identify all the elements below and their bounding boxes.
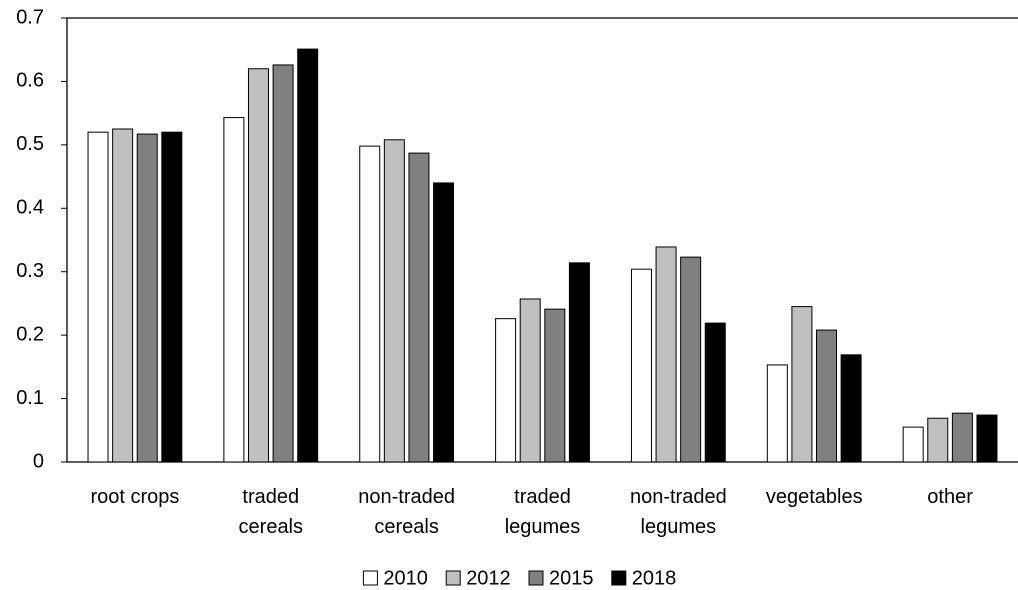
legend-swatch	[445, 570, 461, 586]
bar	[951, 412, 973, 463]
legend-swatch	[611, 570, 627, 586]
bar	[840, 354, 862, 463]
bar	[408, 152, 430, 463]
bar	[816, 329, 838, 463]
y-tick-label: 0.1	[16, 387, 44, 409]
y-tick-label: 0.3	[16, 260, 44, 282]
x-tick-label: other	[927, 486, 973, 508]
bar	[655, 246, 677, 463]
bar	[976, 414, 998, 463]
bar	[704, 322, 726, 463]
y-tick-label: 0.6	[16, 70, 44, 92]
bar	[136, 133, 158, 463]
bar	[927, 417, 949, 463]
bar	[433, 182, 455, 463]
x-tick-label: traded cereals	[238, 486, 304, 538]
bar	[495, 318, 517, 463]
bar	[272, 64, 294, 463]
y-tick-label: 0.2	[16, 323, 44, 345]
bar	[544, 308, 566, 463]
y-tick-label: 0.7	[16, 6, 44, 28]
legend-swatch	[362, 570, 378, 586]
bar	[791, 306, 813, 463]
x-tick-label: vegetables	[765, 486, 863, 508]
legend-label: 2018	[632, 567, 677, 589]
bar	[383, 139, 405, 463]
bar	[902, 426, 924, 463]
bar	[87, 131, 109, 463]
x-tick-label: traded legumes	[504, 486, 581, 538]
bar	[680, 256, 702, 463]
bar	[630, 268, 652, 463]
bar	[161, 131, 183, 463]
legend-label: 2010	[383, 567, 428, 589]
x-tick-label: non-traded cereals	[358, 486, 456, 538]
y-tick-label: 0.5	[16, 133, 44, 155]
y-tick-label: 0.4	[16, 197, 44, 219]
bar	[766, 364, 788, 463]
x-tick-label: root crops	[90, 486, 180, 508]
bar	[519, 298, 541, 463]
legend-swatch	[528, 570, 544, 586]
bar	[359, 145, 381, 463]
bar	[112, 128, 134, 463]
legend-label: 2015	[549, 567, 594, 589]
bar	[568, 262, 590, 463]
bar	[223, 117, 245, 463]
bar	[297, 48, 319, 463]
bar	[247, 68, 269, 463]
legend-label: 2012	[466, 567, 511, 589]
x-tick-label: non-traded legumes	[629, 486, 727, 538]
y-tick-label: 0	[33, 450, 44, 472]
